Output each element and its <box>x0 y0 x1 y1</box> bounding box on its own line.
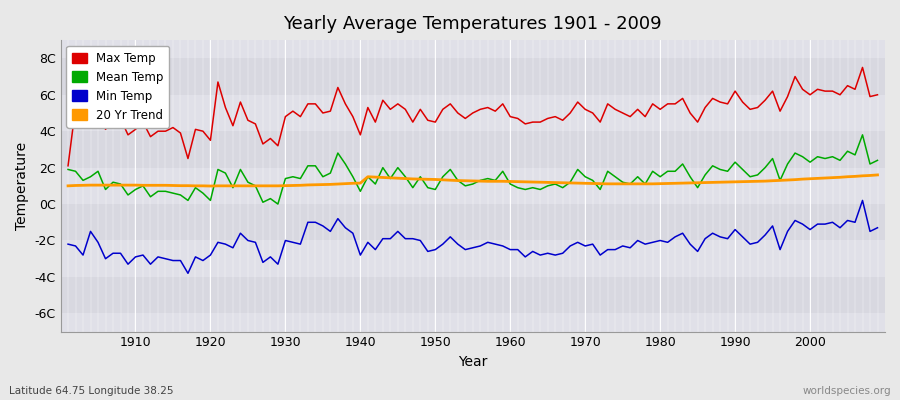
Bar <box>60 168 885 204</box>
Text: worldspecies.org: worldspecies.org <box>803 386 891 396</box>
X-axis label: Year: Year <box>458 355 488 369</box>
Bar <box>60 95 885 131</box>
Bar <box>60 131 885 168</box>
Bar <box>60 58 885 95</box>
Text: Latitude 64.75 Longitude 38.25: Latitude 64.75 Longitude 38.25 <box>9 386 174 396</box>
Bar <box>60 240 885 277</box>
Legend: Max Temp, Mean Temp, Min Temp, 20 Yr Trend: Max Temp, Mean Temp, Min Temp, 20 Yr Tre… <box>67 46 169 128</box>
Title: Yearly Average Temperatures 1901 - 2009: Yearly Average Temperatures 1901 - 2009 <box>284 15 662 33</box>
Bar <box>60 204 885 240</box>
Y-axis label: Temperature: Temperature <box>15 142 29 230</box>
Bar <box>60 277 885 313</box>
